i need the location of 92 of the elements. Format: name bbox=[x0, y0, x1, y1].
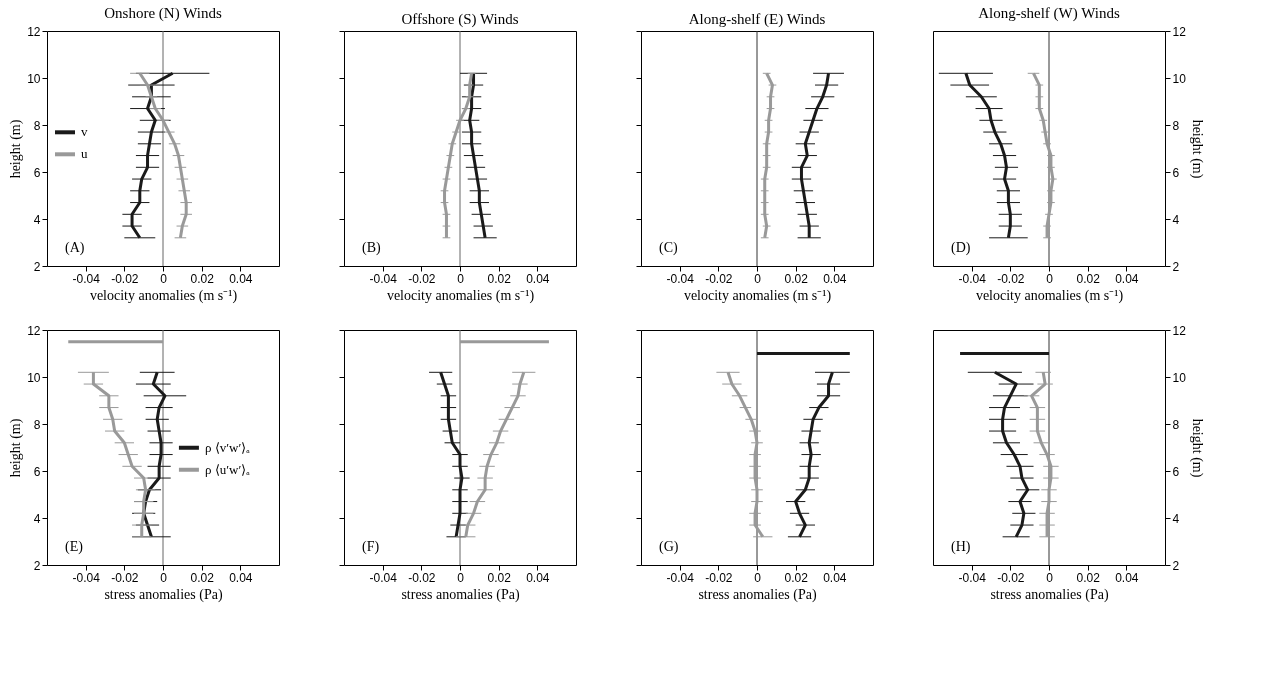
x-tick-label: 0.02 bbox=[487, 570, 512, 585]
x-axis-title: velocity anomalies (m s⁻¹) bbox=[975, 287, 1124, 304]
x-tick-label: 0 bbox=[1046, 271, 1054, 286]
x-tick-label: 0.04 bbox=[1115, 271, 1139, 286]
y2-tick-label: 10 bbox=[1172, 370, 1187, 385]
y2-tick-label: 4 bbox=[1172, 212, 1180, 227]
y2-tick-label: 12 bbox=[1172, 323, 1187, 338]
y-axis-title: height (m) bbox=[8, 119, 25, 179]
x-tick-label: 0.02 bbox=[1076, 271, 1101, 286]
x-tick-label: -0.04 bbox=[369, 570, 398, 585]
chart-title: Along-shelf (E) Winds bbox=[688, 10, 826, 28]
y-tick-label: 10 bbox=[27, 370, 41, 385]
x-tick-label: 0 bbox=[754, 570, 762, 585]
x-axis-title: stress anomalies (Pa) bbox=[990, 586, 1109, 603]
y-tick-label: 12 bbox=[27, 24, 41, 39]
x-tick-label: -0.02 bbox=[111, 570, 139, 585]
x-tick-label: 0 bbox=[754, 271, 762, 286]
x-tick-label: -0.04 bbox=[958, 271, 987, 286]
x-tick-label: -0.02 bbox=[408, 570, 436, 585]
x-tick-label: 0.02 bbox=[1076, 570, 1101, 585]
y2-tick-label: 10 bbox=[1172, 71, 1187, 86]
annotation: (C) bbox=[659, 240, 678, 256]
y-tick-label: 2 bbox=[33, 259, 41, 274]
legend-label: u bbox=[81, 146, 88, 162]
x-tick-label: -0.02 bbox=[997, 271, 1025, 286]
y-tick-label: 8 bbox=[33, 118, 41, 133]
x-tick-label: 0 bbox=[457, 570, 465, 585]
x-tick-label: 0.04 bbox=[1115, 570, 1139, 585]
x-tick-label: -0.02 bbox=[705, 271, 733, 286]
x-axis-title: stress anomalies (Pa) bbox=[698, 586, 817, 603]
x-axis-title: velocity anomalies (m s⁻¹) bbox=[683, 287, 832, 304]
x-tick-label: -0.02 bbox=[111, 271, 139, 286]
annotation: (H) bbox=[951, 539, 971, 555]
y-tick-label: 8 bbox=[33, 417, 41, 432]
x-tick-label: 0.04 bbox=[229, 570, 253, 585]
annotation: (F) bbox=[362, 539, 380, 555]
chart-title: Offshore (S) Winds bbox=[401, 10, 519, 28]
y2-tick-label: 2 bbox=[1172, 259, 1180, 274]
y-tick-label: 4 bbox=[33, 511, 41, 526]
legend-label: ρ ⟨u′w′⟩ₐ bbox=[204, 461, 251, 477]
x-tick-label: -0.04 bbox=[72, 271, 101, 286]
y2-tick-label: 8 bbox=[1172, 118, 1180, 133]
x-tick-label: 0 bbox=[160, 271, 168, 286]
x-axis-title: stress anomalies (Pa) bbox=[104, 586, 223, 603]
annotation: (G) bbox=[659, 539, 679, 555]
legend-label: ρ ⟨v′w′⟩ₐ bbox=[204, 439, 251, 455]
x-tick-label: 0.02 bbox=[784, 271, 809, 286]
y-tick-label: 6 bbox=[33, 464, 41, 479]
y2-tick-label: 4 bbox=[1172, 511, 1180, 526]
legend-label: v bbox=[81, 124, 88, 140]
chart-title: Onshore (N) Winds bbox=[104, 5, 222, 22]
chart-title: Along-shelf (W) Winds bbox=[978, 5, 1120, 22]
x-axis-title: velocity anomalies (m s⁻¹) bbox=[386, 287, 535, 304]
x-tick-label: -0.04 bbox=[369, 271, 398, 286]
y-tick-label: 4 bbox=[33, 212, 41, 227]
annotation: (E) bbox=[65, 539, 84, 555]
y2-tick-label: 6 bbox=[1172, 464, 1180, 479]
x-axis-title: stress anomalies (Pa) bbox=[401, 586, 520, 603]
x-tick-label: 0.04 bbox=[526, 570, 550, 585]
y2-tick-label: 2 bbox=[1172, 558, 1180, 573]
annotation: (B) bbox=[362, 240, 381, 256]
x-tick-label: 0.04 bbox=[229, 271, 253, 286]
y2-tick-label: 6 bbox=[1172, 165, 1180, 180]
y-tick-label: 10 bbox=[27, 71, 41, 86]
y2-tick-label: 12 bbox=[1172, 24, 1187, 39]
y2-tick-label: 8 bbox=[1172, 417, 1180, 432]
x-tick-label: 0.04 bbox=[823, 570, 847, 585]
y2-axis-title: height (m) bbox=[1188, 119, 1205, 179]
x-tick-label: 0.02 bbox=[190, 570, 215, 585]
x-tick-label: 0.02 bbox=[784, 570, 809, 585]
x-tick-label: -0.04 bbox=[958, 570, 987, 585]
x-tick-label: 0.04 bbox=[526, 271, 550, 286]
x-tick-label: 0 bbox=[457, 271, 465, 286]
y-tick-label: 6 bbox=[33, 165, 41, 180]
x-tick-label: 0.04 bbox=[823, 271, 847, 286]
x-tick-label: -0.04 bbox=[666, 570, 695, 585]
y2-axis-title: height (m) bbox=[1188, 418, 1205, 478]
y-axis-title: height (m) bbox=[8, 418, 25, 478]
x-tick-label: 0 bbox=[160, 570, 168, 585]
x-tick-label: 0.02 bbox=[487, 271, 512, 286]
x-tick-label: -0.02 bbox=[408, 271, 436, 286]
annotation: (A) bbox=[65, 240, 85, 256]
y-tick-label: 2 bbox=[33, 558, 41, 573]
x-tick-label: -0.02 bbox=[997, 570, 1025, 585]
x-tick-label: 0.02 bbox=[190, 271, 215, 286]
y-tick-label: 12 bbox=[27, 323, 41, 338]
x-axis-title: velocity anomalies (m s⁻¹) bbox=[89, 287, 238, 304]
x-tick-label: 0 bbox=[1046, 570, 1054, 585]
annotation: (D) bbox=[951, 240, 971, 256]
x-tick-label: -0.02 bbox=[705, 570, 733, 585]
x-tick-label: -0.04 bbox=[666, 271, 695, 286]
x-tick-label: -0.04 bbox=[72, 570, 101, 585]
